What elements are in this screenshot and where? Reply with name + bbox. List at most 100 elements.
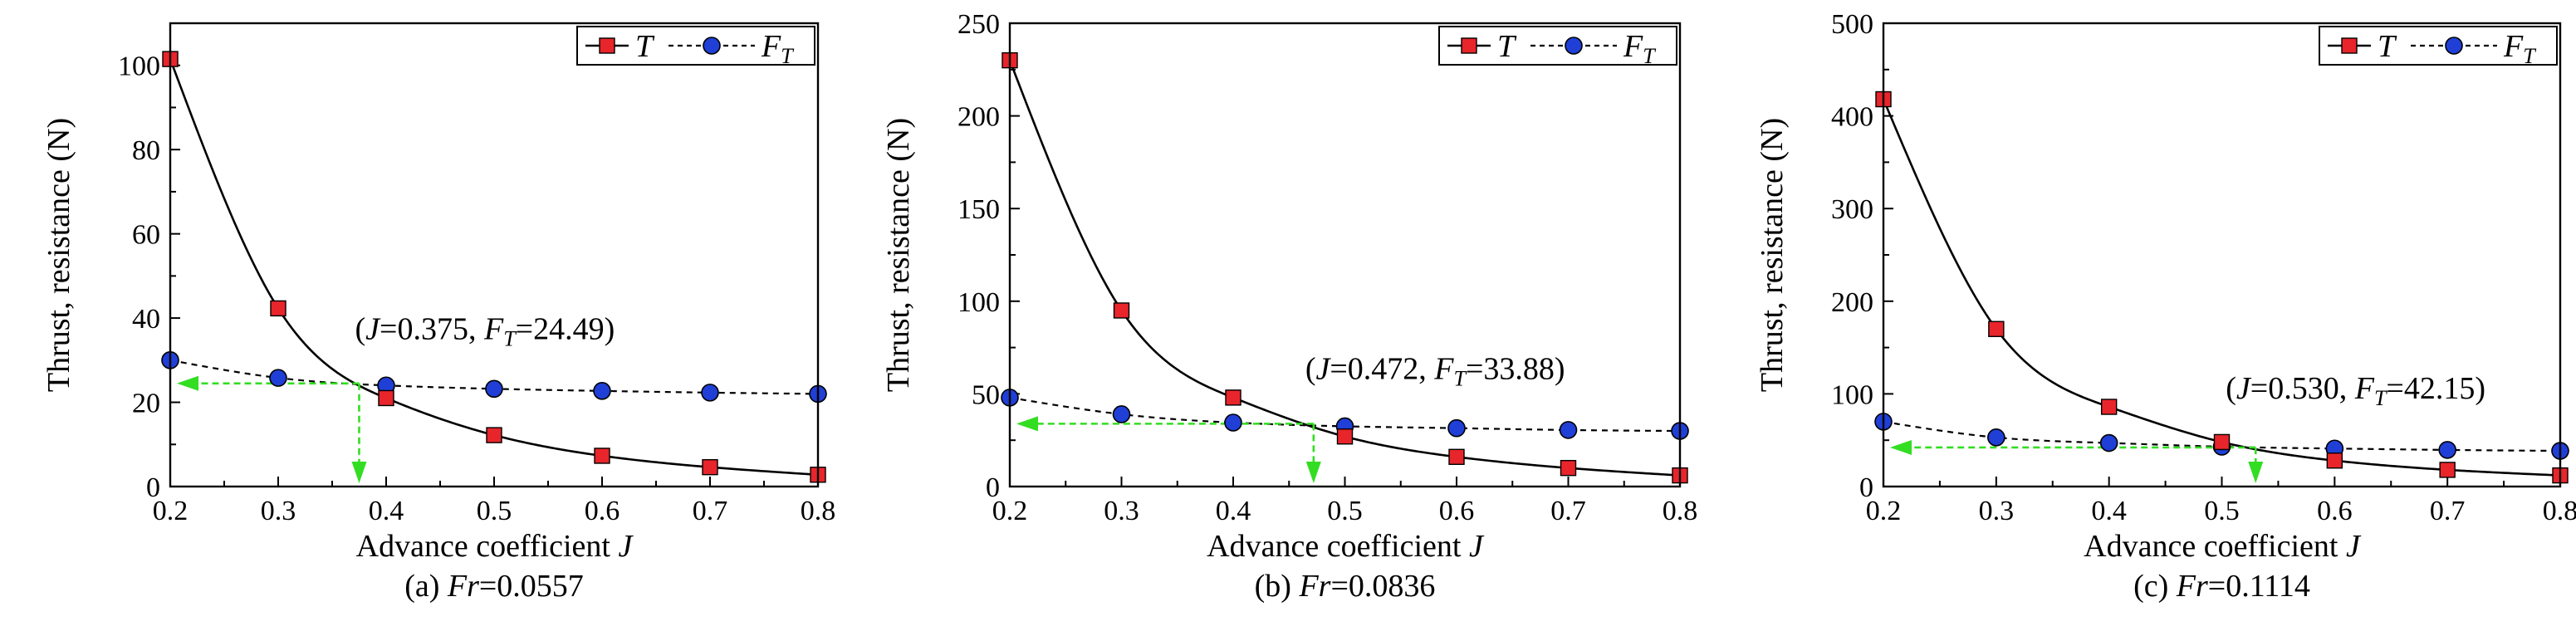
intersection-guides <box>177 375 367 483</box>
y-tick-label: 100 <box>957 287 1000 318</box>
y-tick-label: 250 <box>957 9 1000 40</box>
legend: T FT <box>1438 26 1677 68</box>
legend-ft-label: FT <box>1623 29 1656 68</box>
plot-frame <box>169 22 820 488</box>
intersection-guides <box>1890 439 2264 483</box>
plot-frame <box>1882 22 2562 488</box>
x-tick-label: 0.8 <box>1663 496 1698 526</box>
x-tick-label: 0.5 <box>1327 496 1363 526</box>
x-tick-label: 0.3 <box>1104 496 1139 526</box>
ft-point <box>1987 428 2005 447</box>
t-point <box>1560 459 1577 477</box>
legend-t-label: T <box>1497 29 1517 64</box>
x-tick-label: 0.7 <box>693 496 728 526</box>
x-tick-label: 0.3 <box>261 496 296 526</box>
y-tick-label: 0 <box>1859 472 1873 503</box>
plot-frame <box>1008 22 1682 488</box>
y-tick-label: 100 <box>118 51 160 82</box>
ft-point <box>485 379 503 399</box>
plot-area <box>1010 60 1680 477</box>
x-tick-label: 0.2 <box>992 496 1028 526</box>
ft-point <box>1224 413 1242 432</box>
guide-arrow-left <box>1016 416 1038 432</box>
y-tick-label: 200 <box>957 102 1000 133</box>
plot-area <box>1883 99 2560 477</box>
ft-point <box>2438 441 2456 459</box>
guide-arrow-down <box>2248 462 2264 483</box>
t-point <box>1988 320 2005 337</box>
chart-panel-3: 0 100 200 300 400 500 0.2 0.3 0.4 0.5 0.6 0.7 0.8 Thr… <box>1755 9 2576 604</box>
t-point <box>2439 462 2456 478</box>
legend-ft-label: FT <box>761 29 794 68</box>
t-point <box>270 300 286 317</box>
t-point <box>378 389 394 407</box>
ft-point <box>593 382 611 400</box>
intersection-annotation: (J=0.472, FT=33.88) <box>1305 352 1565 391</box>
x-tick-label: 0.8 <box>2543 496 2576 526</box>
y-tick-label: 150 <box>957 194 1000 225</box>
y-tick-label: 400 <box>1831 102 1873 133</box>
x-tick-label: 0.4 <box>369 496 404 526</box>
ft-point <box>269 369 287 387</box>
legend: T FT <box>576 26 815 68</box>
legend-t-label: T <box>635 29 655 64</box>
y-tick-label: 500 <box>1831 9 1873 40</box>
y-tick-label: 300 <box>1831 194 1873 225</box>
x-tick-label: 0.7 <box>1550 496 1586 526</box>
x-tick-label: 0.3 <box>1979 496 2015 526</box>
legend-t-marker <box>1461 37 1477 54</box>
t-point <box>1336 428 1354 445</box>
ft-point <box>701 384 719 402</box>
ft-point <box>1447 418 1466 438</box>
x-tick-label: 0.2 <box>1866 496 1902 526</box>
t-point <box>1225 389 1241 406</box>
x-tick-label: 0.6 <box>1439 496 1475 526</box>
x-axis-title: Advance coefficient J <box>1207 529 1485 564</box>
guide-arrow-left <box>1890 439 1912 455</box>
y-tick-label: 0 <box>146 472 160 503</box>
legend-ft-marker <box>2445 37 2463 55</box>
x-tick-label: 0.6 <box>585 496 620 526</box>
ft-point <box>1559 421 1578 439</box>
plot-area <box>170 58 818 477</box>
x-tick-label: 0.4 <box>1216 496 1251 526</box>
y-tick-label: 40 <box>132 304 160 335</box>
y-tick-label: 200 <box>1831 287 1873 318</box>
series-t-curve <box>170 58 818 477</box>
intersection-guides <box>1016 416 1321 483</box>
x-tick-label: 0.8 <box>801 496 836 526</box>
legend-t-marker <box>2341 37 2358 54</box>
y-tick-label: 100 <box>1831 379 1873 410</box>
series-t-curve <box>1883 99 2560 477</box>
t-point <box>2100 399 2118 415</box>
intersection-annotation: (J=0.530, FT=42.15) <box>2226 371 2485 410</box>
x-axis-title: Advance coefficient J <box>2084 529 2362 564</box>
t-point <box>1113 302 1130 319</box>
panel-caption: (a) Fr=0.0557 <box>404 569 584 604</box>
t-point <box>702 458 718 476</box>
x-axis-title: Advance coefficient J <box>356 529 634 564</box>
y-axis-title: Thrust, resistance (N) <box>1755 118 1790 392</box>
t-point <box>594 448 610 464</box>
y-tick-label: 50 <box>972 379 1000 410</box>
panel-caption: (b) Fr=0.0836 <box>1255 569 1436 604</box>
ft-point <box>2099 433 2118 452</box>
guide-arrow-left <box>177 375 198 391</box>
y-axis-title: Thrust, resistance (N) <box>42 118 76 392</box>
legend-ft-marker <box>1565 37 1583 55</box>
chart-panel-1: 0 20 40 60 80 100 0.2 0.3 0.4 0.5 0.6 0.7 0.8 Thrust,… <box>42 22 836 604</box>
y-tick-label: 80 <box>132 135 160 166</box>
ft-point <box>1112 405 1131 423</box>
guide-arrow-down <box>351 462 367 483</box>
legend-t-label: T <box>2378 29 2397 64</box>
t-point <box>486 427 502 443</box>
legend-ft-marker <box>703 37 721 55</box>
y-tick-label: 0 <box>986 472 1000 503</box>
y-tick-label: 20 <box>132 389 160 419</box>
x-tick-label: 0.5 <box>477 496 512 526</box>
guide-arrow-down <box>1305 462 1321 483</box>
t-point <box>2213 433 2231 451</box>
legend: T FT <box>2319 26 2558 68</box>
x-tick-label: 0.6 <box>2317 496 2353 526</box>
